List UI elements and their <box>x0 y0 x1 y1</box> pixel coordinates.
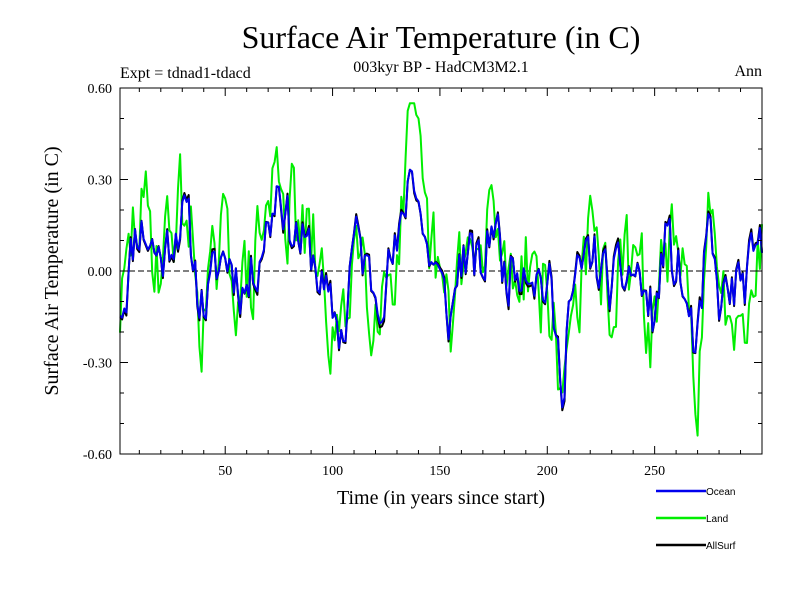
y-tick-label: 0.00 <box>88 265 113 280</box>
y-tick-label: 0.30 <box>88 174 113 189</box>
legend-label-allsurf: AllSurf <box>706 541 736 552</box>
season-label: Ann <box>734 63 762 80</box>
legend-label-ocean: Ocean <box>706 487 735 498</box>
chart-title: Surface Air Temperature (in C) <box>242 19 641 55</box>
chart-subtitle: 003kyr BP - HadCM3M2.1 <box>353 59 528 76</box>
x-tick-label: 50 <box>218 464 232 479</box>
y-axis-label: Surface Air Temperature (in C) <box>41 146 63 395</box>
legend-label-land: Land <box>706 514 728 525</box>
y-tick-label: 0.60 <box>88 82 113 97</box>
x-tick-label: 200 <box>537 464 558 479</box>
x-tick-label: 150 <box>429 464 450 479</box>
legend: Ocean Land AllSurf <box>656 487 736 552</box>
x-tick-label: 250 <box>644 464 665 479</box>
series-line-ocean <box>119 168 763 409</box>
axes: 50 100 150 200 250 -0.60 -0.30 0.00 0.30 0.60 <box>83 82 762 479</box>
y-tick-label: -0.60 <box>83 448 112 463</box>
plot-area <box>119 102 763 437</box>
x-axis-label: Time (in years since start) <box>337 487 545 509</box>
series-line-allsurf <box>119 168 763 412</box>
y-tick-label: -0.30 <box>83 357 112 372</box>
experiment-label: Expt = tdnad1-tdacd <box>120 65 251 82</box>
x-tick-label: 100 <box>322 464 343 479</box>
